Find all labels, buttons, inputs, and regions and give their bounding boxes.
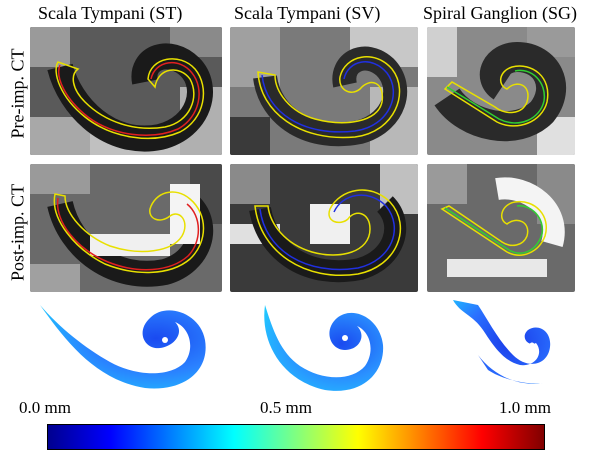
colorbar-max-label: 1.0 mm xyxy=(499,398,551,417)
ct-panel-post-st xyxy=(30,164,222,292)
surface-mesh-sv xyxy=(255,300,390,395)
colorbar-mid-label: 0.5 mm xyxy=(260,398,312,417)
column-title-sg: Spiral Ganglion (SG) xyxy=(423,3,577,23)
distance-colorbar xyxy=(47,424,545,450)
surface-mesh-st xyxy=(35,300,215,395)
ct-panel-pre-st xyxy=(30,27,222,155)
ct-panel-post-sg xyxy=(427,164,575,292)
ct-panel-pre-sg xyxy=(427,27,575,155)
column-title-st: Scala Tympani (ST) xyxy=(38,3,183,23)
row-label-pre-imp: Pre-imp. CT xyxy=(7,48,28,139)
surface-mesh-sg xyxy=(448,295,558,390)
row-label-post-imp: Post-imp. CT xyxy=(7,184,28,282)
colorbar-min-label: 0.0 mm xyxy=(19,398,71,417)
ct-panel-pre-sv xyxy=(230,27,418,155)
column-title-sv: Scala Tympani (SV) xyxy=(234,3,381,23)
ct-panel-post-sv xyxy=(230,164,418,292)
